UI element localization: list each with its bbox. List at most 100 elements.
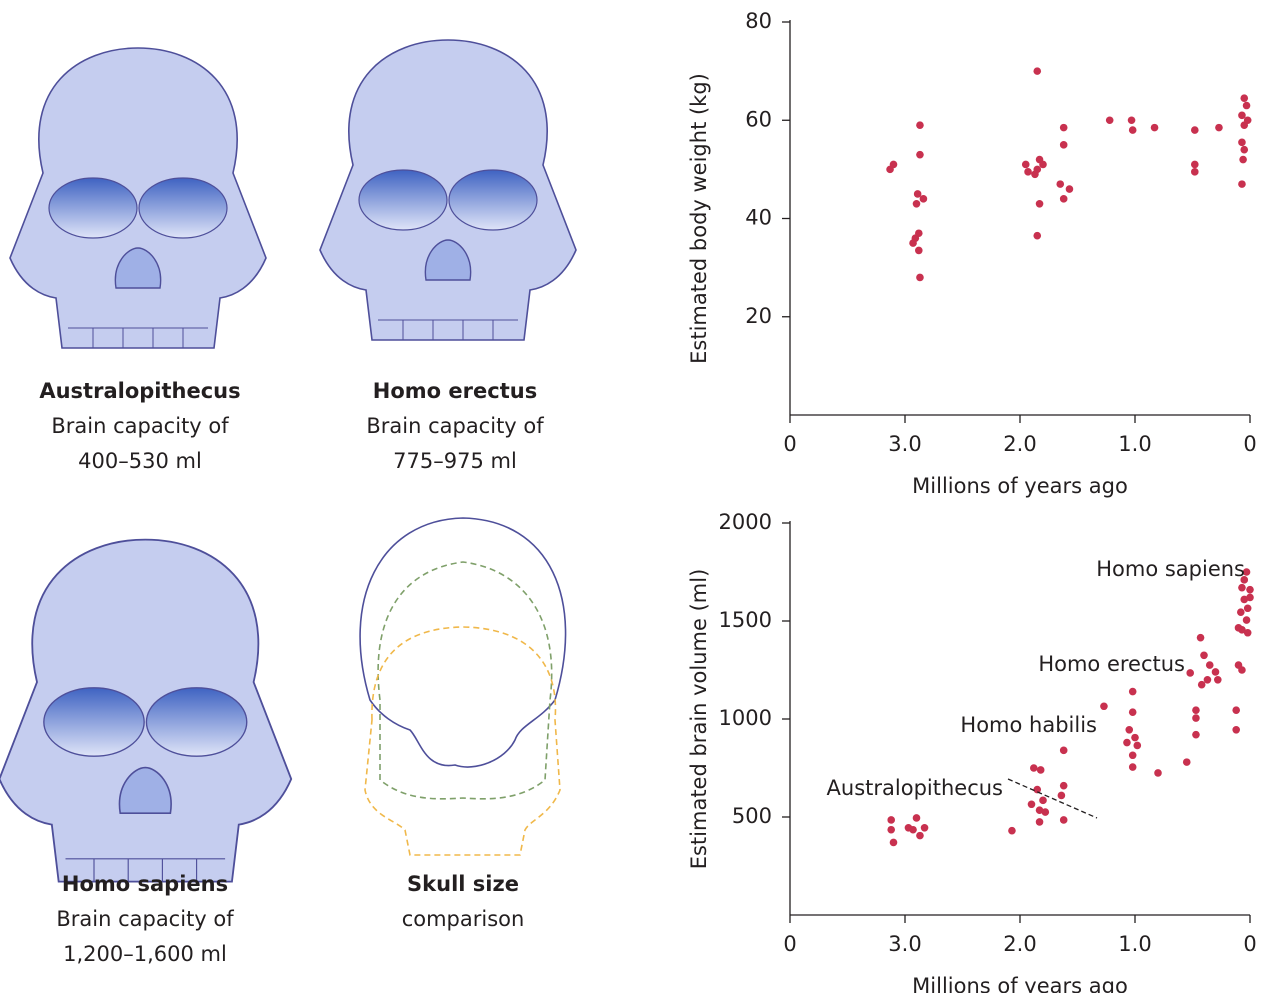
point [1186,669,1194,677]
point [1191,160,1199,169]
x-tick-label: 0 [783,432,796,456]
skull-comparison [359,517,567,856]
point [916,831,924,840]
skull-australopithecus [9,47,267,349]
point [1237,608,1245,616]
point [1203,676,1212,684]
caption-title: Homo sapiens [62,872,228,896]
point [887,816,895,824]
annotation: Homo habilis [960,713,1097,737]
point [1192,714,1200,722]
point [1039,796,1047,805]
point [1033,785,1042,794]
y-tick-label: 20 [745,304,772,328]
point [1021,160,1030,169]
point [1192,730,1200,739]
point [1234,624,1243,632]
caption-title: Homo erectus [373,379,537,403]
point [1242,101,1251,110]
point [1239,155,1247,164]
caption-line: comparison [402,907,525,931]
point [1238,583,1246,592]
point [916,121,924,129]
point [1215,123,1223,132]
point [1057,791,1066,800]
point [1131,733,1139,742]
point [1033,231,1042,240]
point [887,825,895,834]
point [1200,651,1208,660]
point [1182,758,1191,766]
y-axis-label: Estimated body weight (kg) [687,73,711,364]
point [916,150,924,159]
point [1242,616,1251,624]
skull-erectus [319,39,577,341]
x-tick-label: 2.0 [1003,932,1036,956]
point [1150,123,1159,132]
caption-title: Skull size [407,872,519,896]
point [1243,604,1252,613]
point [1211,668,1220,676]
point [1035,806,1044,814]
point [1027,800,1036,809]
point [1238,666,1246,674]
point [1197,680,1206,689]
caption-line: 1,200–1,600 ml [63,942,227,966]
point [913,190,922,198]
x-tick-label: 0 [783,932,796,956]
y-tick-label: 1500 [719,608,772,632]
y-tick-label: 1000 [719,706,772,730]
point [1232,706,1240,714]
point [1128,708,1137,716]
point [1041,808,1050,816]
point [919,195,928,203]
point [1024,168,1032,176]
point [1133,741,1142,750]
point [1238,111,1246,120]
point [1128,763,1137,771]
x-axis-label: Millions of years ago [912,974,1128,993]
point [1065,185,1074,193]
x-tick-label: 0 [1243,932,1256,956]
point [1030,764,1038,772]
x-tick-label: 3.0 [888,432,921,456]
point [1191,168,1199,176]
point [1035,199,1044,208]
x-tick-label: 1.0 [1118,932,1151,956]
point [1059,781,1068,790]
point [1059,816,1068,824]
point [1127,116,1136,125]
point [1242,568,1251,576]
caption-line: Brain capacity of [366,414,544,438]
point [1246,593,1254,602]
point [1105,116,1114,125]
x-tick-label: 0 [1243,432,1256,456]
point [1205,661,1214,669]
point [1035,818,1044,826]
point [1123,738,1131,747]
point [1240,595,1249,604]
caption-line: 775–975 ml [393,449,517,473]
point [889,160,898,169]
point [920,823,929,832]
annotation-dash [1007,778,1098,819]
point [1191,126,1199,134]
y-tick-label: 80 [745,9,772,33]
point [916,273,924,282]
point [1246,585,1254,594]
point [889,838,898,847]
point [1036,766,1045,774]
caption-title: Australopithecus [39,379,240,403]
point [1125,725,1134,734]
point [1008,826,1016,835]
y-tick-label: 40 [745,206,772,230]
x-axis-label: Millions of years ago [912,474,1128,498]
point [1033,67,1042,75]
point [1056,180,1065,188]
point [1039,160,1047,169]
caption-line: Brain capacity of [56,907,234,931]
point [1128,126,1137,134]
point [915,229,923,238]
y-tick-label: 500 [732,804,772,828]
